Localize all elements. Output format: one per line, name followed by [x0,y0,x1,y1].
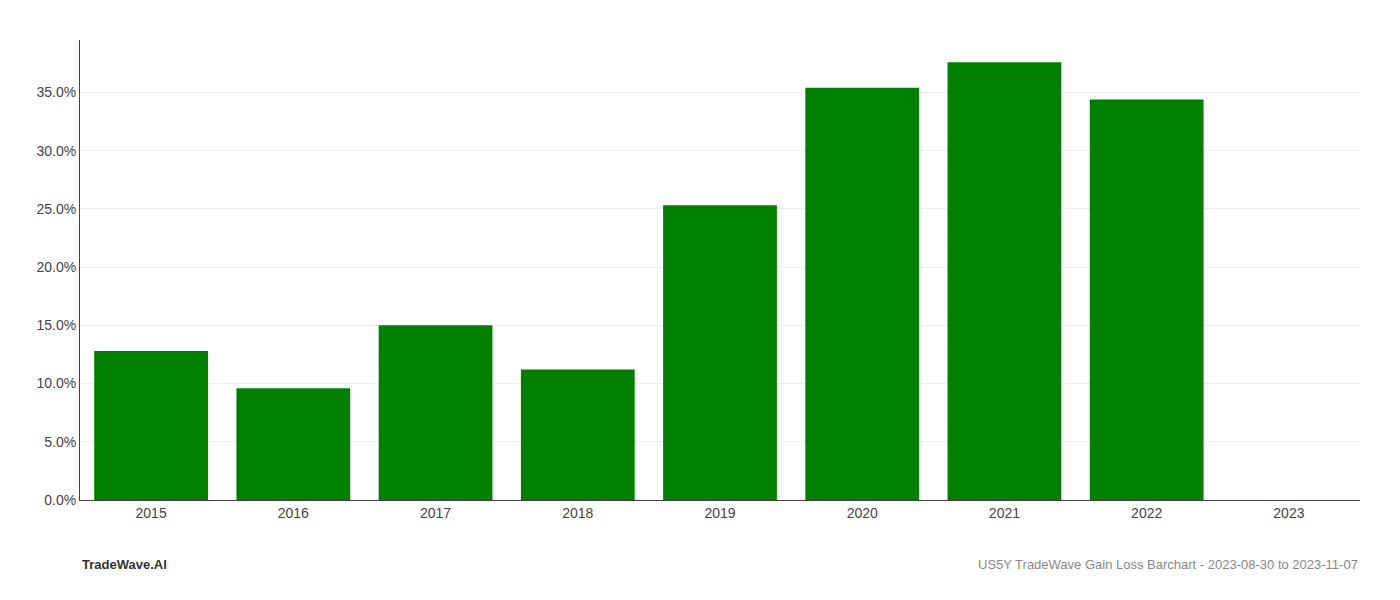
svg-text:2023: 2023 [1273,505,1304,521]
svg-text:TradeWave.AI: TradeWave.AI [82,557,167,572]
svg-text:2020: 2020 [847,505,878,521]
svg-text:0.0%: 0.0% [44,492,76,508]
svg-text:15.0%: 15.0% [36,317,76,333]
svg-text:2017: 2017 [420,505,451,521]
svg-text:25.0%: 25.0% [36,201,76,217]
svg-text:5.0%: 5.0% [44,434,76,450]
svg-text:20.0%: 20.0% [36,259,76,275]
svg-text:US5Y TradeWave Gain Loss Barch: US5Y TradeWave Gain Loss Barchart - 2023… [978,557,1358,572]
svg-text:2022: 2022 [1131,505,1162,521]
svg-text:30.0%: 30.0% [36,143,76,159]
svg-text:2015: 2015 [136,505,167,521]
svg-text:2019: 2019 [704,505,735,521]
svg-text:2016: 2016 [278,505,309,521]
svg-text:10.0%: 10.0% [36,375,76,391]
svg-text:2021: 2021 [989,505,1020,521]
svg-text:35.0%: 35.0% [36,84,76,100]
svg-text:2018: 2018 [562,505,593,521]
